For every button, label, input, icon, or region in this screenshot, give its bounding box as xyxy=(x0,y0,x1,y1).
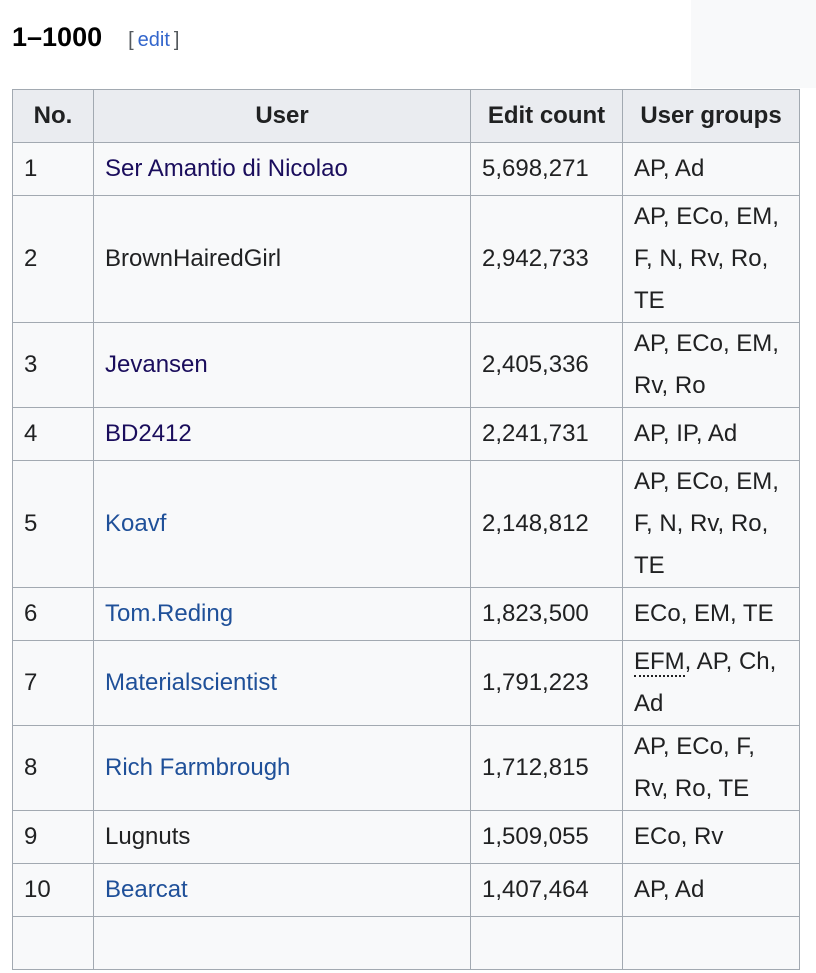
user-groups-cell: AP, ECo, F, Rv, Ro, TE xyxy=(622,725,800,811)
rank-cell xyxy=(12,916,94,970)
rank-cell: 6 xyxy=(12,587,94,641)
user-link[interactable]: Materialscientist xyxy=(105,669,278,696)
side-panel-background xyxy=(691,0,816,88)
column-header-edit-count[interactable]: Edit count xyxy=(470,89,623,143)
rank-cell: 8 xyxy=(12,725,94,811)
table-row: 10 Bearcat 1,407,464 AP, Ad xyxy=(12,863,800,917)
table-row: 1 Ser Amantio di Nicolao 5,698,271 AP, A… xyxy=(12,142,800,196)
user-cell: Koavf xyxy=(93,460,471,588)
edit-section: [edit] xyxy=(128,29,179,52)
rank-cell: 9 xyxy=(12,810,94,864)
user-groups-rest: , AP, Ch, Ad xyxy=(634,648,777,717)
users-table: No. User Edit count User groups 1 Ser Am… xyxy=(12,89,800,970)
table-row: 2 BrownHairedGirl 2,942,733 AP, ECo, EM,… xyxy=(12,195,800,323)
user-groups-cell: AP, ECo, EM, Rv, Ro xyxy=(622,322,800,408)
edit-count-cell: 2,405,336 xyxy=(470,322,623,408)
edit-count-cell: 1,509,055 xyxy=(470,810,623,864)
edit-count-cell: 1,407,464 xyxy=(470,863,623,917)
user-link[interactable]: Bearcat xyxy=(105,876,188,903)
table-header-row: No. User Edit count User groups xyxy=(12,89,800,143)
user-link[interactable]: Jevansen xyxy=(105,351,208,378)
group-abbreviation[interactable]: EFM xyxy=(634,648,685,677)
user-name: BrownHairedGirl xyxy=(105,245,282,272)
user-groups-cell: ECo, Rv xyxy=(622,810,800,864)
edit-count-cell: 1,823,500 xyxy=(470,587,623,641)
rank-cell: 3 xyxy=(12,322,94,408)
user-groups-cell: AP, Ad xyxy=(622,863,800,917)
table-row: 9 Lugnuts 1,509,055 ECo, Rv xyxy=(12,810,800,864)
user-link[interactable]: Tom.Reding xyxy=(105,600,234,627)
rank-cell: 5 xyxy=(12,460,94,588)
edit-count-cell: 2,942,733 xyxy=(470,195,623,323)
table-row-partial xyxy=(12,916,800,970)
user-groups-cell: AP, ECo, EM, F, N, Rv, Ro, TE xyxy=(622,195,800,323)
table-row: 3 Jevansen 2,405,336 AP, ECo, EM, Rv, Ro xyxy=(12,322,800,408)
column-header-user-groups[interactable]: User groups xyxy=(622,89,800,143)
user-groups-cell: AP, Ad xyxy=(622,142,800,196)
user-groups-cell xyxy=(622,916,800,970)
edit-count-cell: 2,148,812 xyxy=(470,460,623,588)
section-title: 1–1000 xyxy=(12,22,103,52)
user-link[interactable]: Koavf xyxy=(105,510,167,537)
user-cell: Rich Farmbrough xyxy=(93,725,471,811)
column-header-no[interactable]: No. xyxy=(12,89,94,143)
table-row: 4 BD2412 2,241,731 AP, IP, Ad xyxy=(12,407,800,461)
table-row: 6 Tom.Reding 1,823,500 ECo, EM, TE xyxy=(12,587,800,641)
edit-bracket-close: ] xyxy=(173,29,180,51)
edit-count-cell: 2,241,731 xyxy=(470,407,623,461)
user-link[interactable]: Ser Amantio di Nicolao xyxy=(105,155,348,182)
rank-cell: 10 xyxy=(12,863,94,917)
table-row: 8 Rich Farmbrough 1,712,815 AP, ECo, F, … xyxy=(12,725,800,811)
user-name: Lugnuts xyxy=(105,823,191,850)
edit-count-cell xyxy=(470,916,623,970)
table-row: 7 Materialscientist 1,791,223 EFM, AP, C… xyxy=(12,640,800,726)
edit-count-cell: 1,791,223 xyxy=(470,640,623,726)
user-cell: Tom.Reding xyxy=(93,587,471,641)
edit-bracket-open: [ xyxy=(128,29,134,51)
rank-cell: 2 xyxy=(12,195,94,323)
user-cell: Ser Amantio di Nicolao xyxy=(93,142,471,196)
rank-cell: 1 xyxy=(12,142,94,196)
rank-cell: 7 xyxy=(12,640,94,726)
user-cell: BrownHairedGirl xyxy=(93,195,471,323)
edit-section-link[interactable]: edit xyxy=(137,29,170,51)
user-cell: Bearcat xyxy=(93,863,471,917)
edit-count-cell: 5,698,271 xyxy=(470,142,623,196)
user-link[interactable]: BD2412 xyxy=(105,420,192,447)
user-cell: Jevansen xyxy=(93,322,471,408)
user-cell xyxy=(93,916,471,970)
user-cell: Lugnuts xyxy=(93,810,471,864)
user-groups-cell: AP, ECo, EM, F, N, Rv, Ro, TE xyxy=(622,460,800,588)
column-header-user[interactable]: User xyxy=(93,89,471,143)
user-groups-cell: EFM, AP, Ch, Ad xyxy=(622,640,800,726)
user-cell: Materialscientist xyxy=(93,640,471,726)
user-groups-cell: ECo, EM, TE xyxy=(622,587,800,641)
section-heading: 1–1000 [edit] xyxy=(12,22,179,58)
table-row: 5 Koavf 2,148,812 AP, ECo, EM, F, N, Rv,… xyxy=(12,460,800,588)
user-groups-cell: AP, IP, Ad xyxy=(622,407,800,461)
user-link[interactable]: Rich Farmbrough xyxy=(105,754,291,781)
rank-cell: 4 xyxy=(12,407,94,461)
edit-count-cell: 1,712,815 xyxy=(470,725,623,811)
user-cell: BD2412 xyxy=(93,407,471,461)
